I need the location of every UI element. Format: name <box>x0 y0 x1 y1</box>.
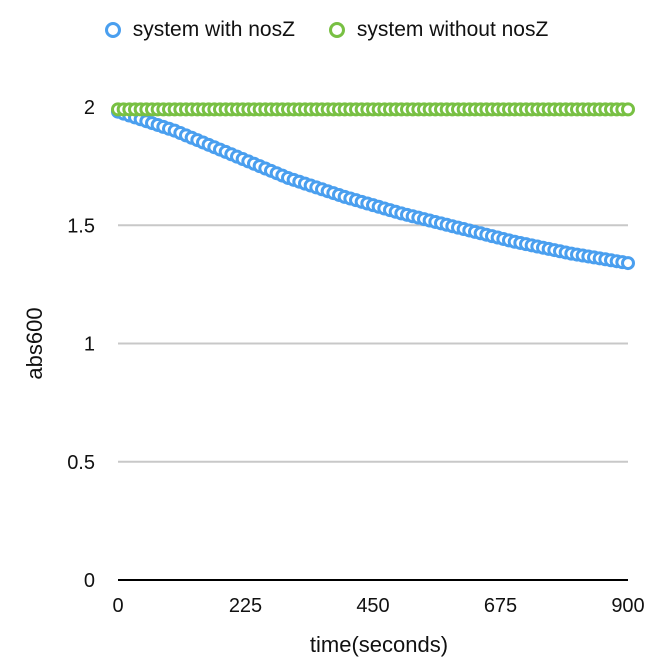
legend-label-with-nosz: system with nosZ <box>132 18 295 41</box>
legend-marker-without-nosz <box>328 22 345 38</box>
x-tick-label: 900 <box>611 595 644 617</box>
y-tick-label: 2 <box>84 97 95 119</box>
data-point-series-1 <box>621 102 635 117</box>
x-tick-label: 450 <box>356 595 389 617</box>
x-tick-label: 0 <box>112 595 123 617</box>
legend: system with nosZ system without nosZ <box>0 18 653 42</box>
y-tick-label: 1.5 <box>67 215 95 237</box>
legend-item-without-nosz: system without nosZ <box>328 18 549 42</box>
legend-item-with-nosz: system with nosZ <box>104 18 295 42</box>
legend-label-without-nosz: system without nosZ <box>356 18 549 41</box>
y-axis-label: abs600 <box>22 307 47 379</box>
y-tick-label: 0.5 <box>67 452 95 474</box>
x-tick-label: 225 <box>229 595 262 617</box>
x-axis-label: time(seconds) <box>310 632 448 657</box>
x-tick-label: 675 <box>484 595 517 617</box>
y-tick-label: 1 <box>84 334 95 356</box>
data-point-series-0 <box>621 256 635 271</box>
legend-marker-with-nosz <box>104 22 121 38</box>
y-tick-label: 0 <box>84 570 95 592</box>
